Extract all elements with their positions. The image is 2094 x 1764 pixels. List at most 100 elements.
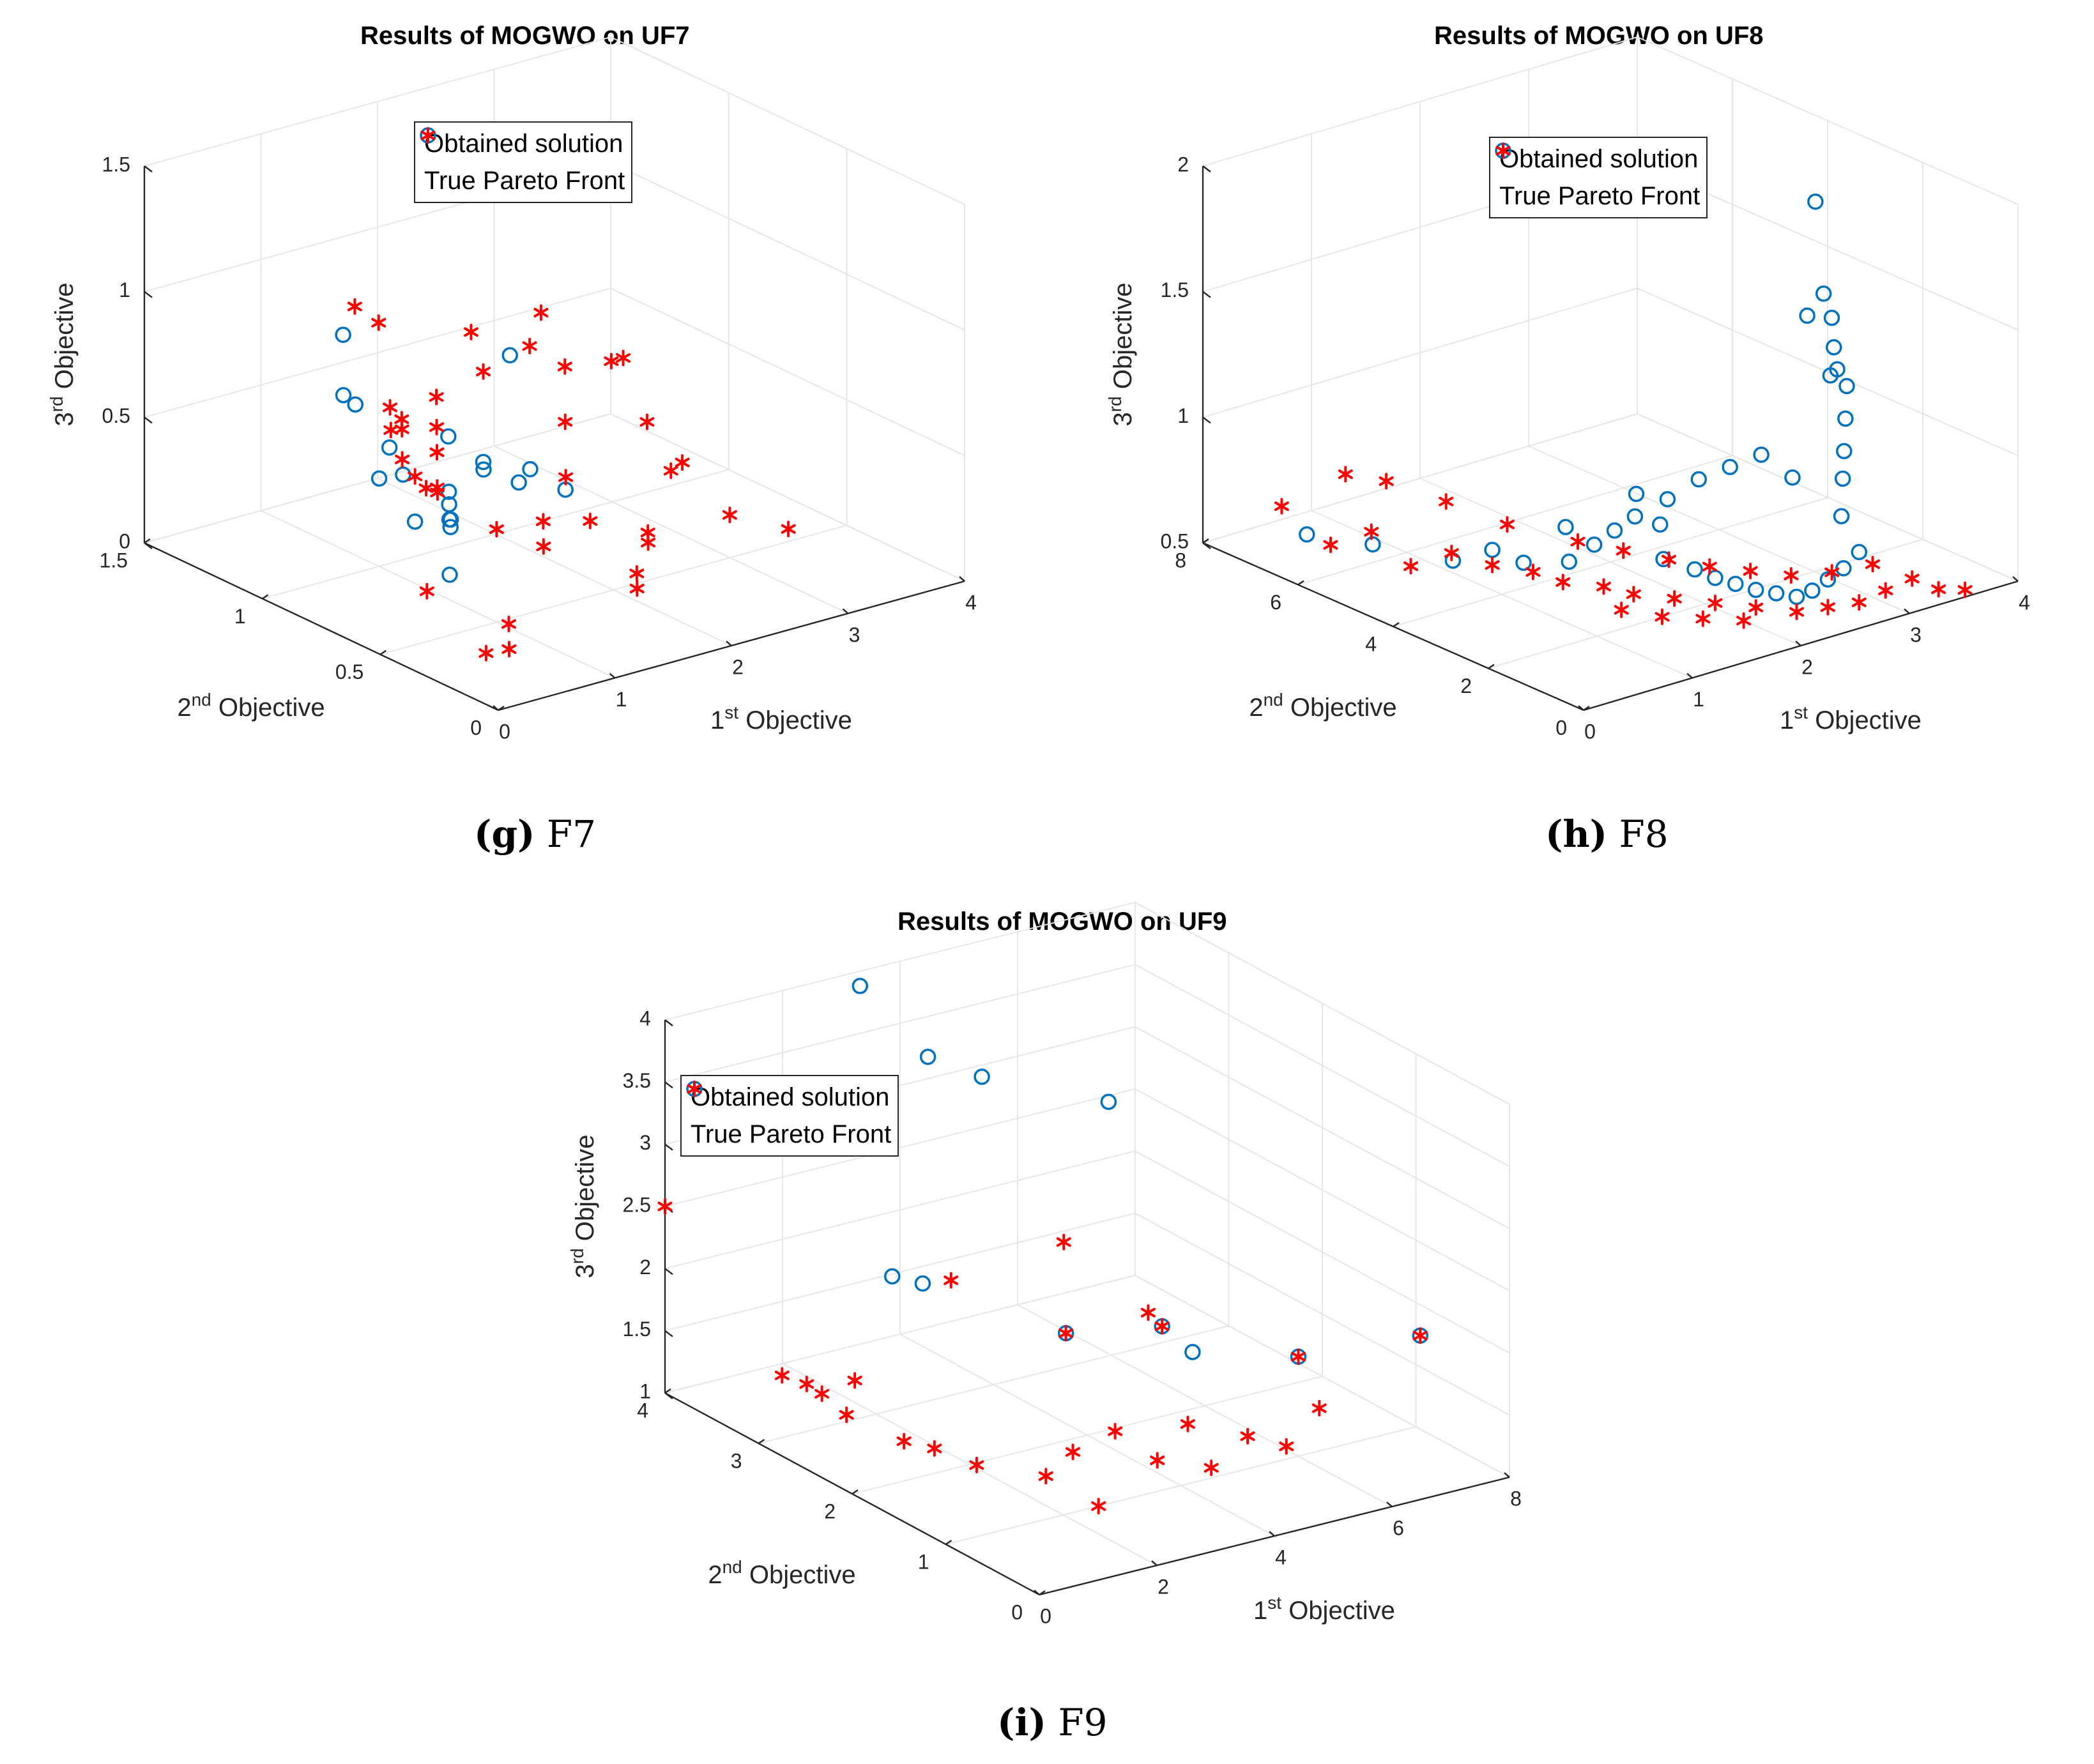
z-tick-mark bbox=[1202, 416, 1211, 424]
z-tick-label: 0 bbox=[119, 529, 130, 552]
grid-line bbox=[664, 1275, 1136, 1394]
x-tick-label: 4 bbox=[1275, 1546, 1287, 1569]
x-tick-label: 1 bbox=[1693, 688, 1704, 711]
true-pareto-point bbox=[1240, 1427, 1255, 1445]
x-tick-mark bbox=[1269, 1531, 1275, 1537]
true-pareto-point bbox=[629, 565, 645, 582]
z-tick-label: 1 bbox=[639, 1380, 651, 1403]
true-pareto-point bbox=[839, 1406, 854, 1424]
obtained-solution-point bbox=[1837, 410, 1854, 427]
true-pareto-point bbox=[1091, 1498, 1106, 1515]
y-tick-mark bbox=[498, 706, 505, 711]
true-pareto-point bbox=[429, 479, 445, 496]
true-pareto-point bbox=[774, 1367, 790, 1384]
true-pareto-point bbox=[1412, 1327, 1428, 1344]
true-pareto-point bbox=[969, 1456, 984, 1473]
obtained-solution-point bbox=[1838, 377, 1855, 395]
grid-line bbox=[1135, 1026, 1510, 1229]
obtained-solution-point bbox=[501, 347, 518, 364]
grid-line bbox=[610, 287, 965, 457]
true-pareto-point bbox=[501, 641, 517, 658]
y-tick-label: 4 bbox=[1365, 632, 1377, 655]
x-tick-mark bbox=[1386, 1502, 1393, 1507]
true-pareto-point bbox=[1323, 536, 1338, 554]
asterisk-marker-icon bbox=[687, 1081, 702, 1097]
z-tick-label: 0.5 bbox=[102, 404, 130, 427]
z-axis-label: 3rd Objective bbox=[567, 1134, 599, 1278]
grid-line bbox=[1637, 413, 2019, 582]
obtained-solution-point bbox=[475, 453, 492, 471]
grid-line bbox=[1393, 497, 1828, 627]
obtained-solution-point bbox=[1815, 285, 1832, 302]
z-tick-mark bbox=[144, 416, 153, 424]
true-pareto-point bbox=[1485, 556, 1500, 574]
legend-label-obtained: Obtained solution bbox=[691, 1083, 890, 1111]
grid-line bbox=[1297, 455, 1733, 586]
true-pareto-point bbox=[371, 314, 386, 331]
obtained-solution-point bbox=[1836, 443, 1853, 460]
obtained-solution-point bbox=[1652, 516, 1669, 533]
true-pareto-point bbox=[639, 413, 655, 430]
legend-entry-obtained: Obtained solution bbox=[686, 1079, 891, 1116]
z-tick-label: 1 bbox=[1177, 404, 1189, 427]
x-tick-label: 4 bbox=[965, 591, 977, 614]
obtained-solution-point bbox=[1626, 508, 1644, 525]
legend-entry-obtained: Obtained solution bbox=[420, 125, 625, 162]
true-pareto-point bbox=[1789, 604, 1804, 621]
obtained-solution-point bbox=[440, 483, 457, 500]
obtained-solution-point bbox=[1826, 339, 1842, 356]
obtained-solution-point bbox=[1690, 471, 1708, 488]
true-pareto-point bbox=[489, 521, 504, 538]
true-pareto-point bbox=[1056, 1233, 1071, 1251]
true-pareto-point bbox=[1338, 466, 1353, 483]
x-tick-mark bbox=[609, 673, 616, 679]
legend-entry-obtained: Obtained solution bbox=[1495, 141, 1700, 178]
y-tick-label: 1.5 bbox=[100, 549, 128, 572]
grid-line bbox=[1202, 287, 1638, 418]
z-axis-label: 3rd Objective bbox=[1105, 282, 1137, 426]
obtained-solution-point bbox=[1606, 522, 1623, 539]
z-tick-label: 1.5 bbox=[1161, 278, 1189, 301]
obtained-solution-point bbox=[914, 1275, 931, 1292]
legend-entry-true-front: True Pareto Front bbox=[1495, 142, 1700, 215]
y-axis-label: 2nd Objective bbox=[708, 1557, 855, 1589]
true-pareto-point bbox=[1655, 608, 1670, 625]
true-pareto-point bbox=[1291, 1348, 1306, 1365]
obtained-solution-point bbox=[1586, 536, 1603, 553]
grid-line bbox=[1135, 1150, 1510, 1354]
obtained-solution-point bbox=[1100, 1093, 1117, 1110]
grid-line bbox=[1637, 287, 2019, 457]
obtained-solution-point bbox=[335, 326, 351, 344]
panel-uf8: Results of MOGWO on UF8 0 1 2 3 4 0 2 4 6 8 0.5 1 1.… bbox=[1047, 0, 2094, 882]
true-pareto-point bbox=[1931, 581, 1946, 598]
y-tick-mark bbox=[1297, 580, 1304, 586]
z-tick-mark bbox=[664, 1392, 673, 1399]
true-pareto-point bbox=[1499, 516, 1515, 533]
legend-label-true-front: True Pareto Front bbox=[691, 1120, 892, 1148]
true-pareto-point bbox=[535, 513, 551, 530]
true-pareto-point bbox=[1596, 578, 1611, 595]
plot-uf8: 0 1 2 3 4 0 2 4 6 80.5 1 1.5 2 1st Objective 2nd Objec… bbox=[1105, 36, 2030, 743]
true-pareto-point bbox=[1439, 493, 1454, 510]
grid-line bbox=[664, 1150, 1136, 1270]
true-pareto-point bbox=[347, 298, 362, 315]
true-pareto-point bbox=[1150, 1452, 1165, 1469]
y-axis-line bbox=[144, 542, 499, 711]
figure-caption: (g) F7 bbox=[474, 812, 596, 856]
z-tick-label: 2.5 bbox=[623, 1193, 651, 1216]
true-pareto-point bbox=[536, 538, 551, 555]
caption-text: F8 bbox=[1619, 812, 1669, 856]
true-pareto-point bbox=[781, 521, 796, 538]
y-tick-mark bbox=[1039, 1590, 1046, 1595]
panel-uf9: Results of MOGWO on UF9 0 2 4 6 8 0 1 2 3 4 1 1.5 2 2… bbox=[523, 882, 1570, 1764]
true-pareto-point bbox=[1957, 581, 1973, 598]
y-tick-mark bbox=[144, 538, 151, 544]
grid-line bbox=[261, 510, 615, 679]
true-pareto-point bbox=[1904, 570, 1920, 587]
true-pareto-point bbox=[501, 616, 517, 633]
true-pareto-point bbox=[1702, 558, 1717, 575]
true-pareto-point bbox=[799, 1375, 814, 1392]
grid-line bbox=[1202, 413, 1638, 544]
z-tick-label: 3.5 bbox=[623, 1069, 651, 1092]
